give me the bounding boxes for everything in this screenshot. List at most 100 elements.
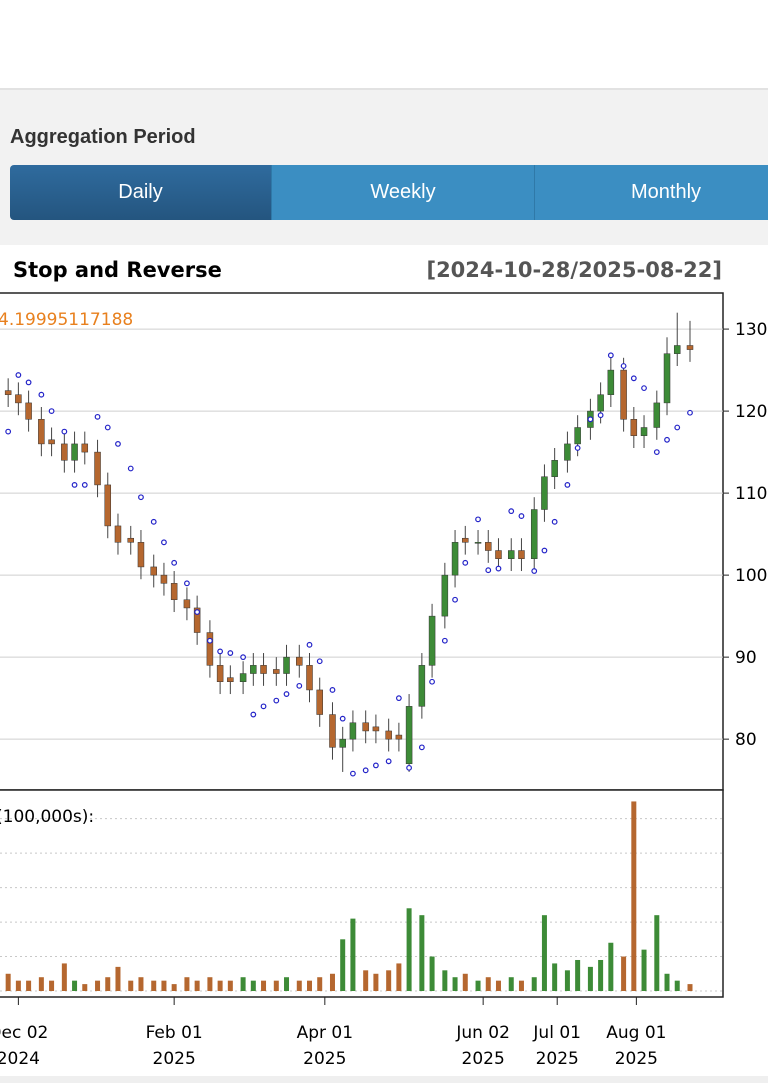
chart-subtitle: [2024-10-28/2025-08-22] (426, 258, 722, 282)
period-button[interactable]: Weekly (272, 165, 535, 220)
candle-body (170, 583, 178, 600)
volume-bar (15, 980, 21, 991)
volume-panel (0, 789, 724, 998)
aggregation-label: Aggregation Period (10, 126, 196, 148)
candle-body (362, 722, 369, 732)
volume-bar (194, 980, 200, 991)
sar-point (620, 363, 627, 369)
candle-body (451, 542, 459, 576)
sar-point (587, 416, 594, 423)
y-tick-label: 110 (735, 484, 767, 504)
sar-point (5, 428, 12, 435)
sar-point (495, 565, 502, 572)
volume-bar (38, 977, 44, 991)
volume-bar (340, 939, 346, 991)
volume-bar (363, 970, 369, 991)
volume-bar (475, 980, 481, 991)
candle-body (485, 542, 492, 551)
candle-body (372, 726, 380, 732)
sar-point (475, 516, 481, 523)
sar-point (171, 559, 178, 566)
volume-bar (184, 977, 190, 991)
volume-bar (419, 915, 425, 991)
sar-point (674, 424, 681, 431)
x-tick-label: Jun 02 2025 (456, 1023, 510, 1069)
candle-body (137, 542, 145, 568)
volume-bar (82, 984, 88, 991)
sar-point (240, 654, 247, 661)
volume-bar (631, 801, 637, 991)
sar-point (316, 658, 323, 665)
volume-bar (161, 980, 167, 991)
sar-point (227, 650, 234, 656)
candle-body (339, 738, 346, 748)
candle-body (250, 665, 257, 674)
volume-bar (575, 959, 581, 991)
x-tick-label: Dec 02 2024 (0, 1023, 49, 1069)
y-tick-label: 90 (735, 648, 757, 668)
volume-bar (115, 966, 121, 991)
volume-bar (217, 980, 223, 991)
volume-bar (552, 963, 558, 991)
candle-body (239, 673, 247, 682)
sar-point (630, 375, 637, 382)
period-button[interactable]: Daily (10, 165, 272, 220)
volume-bar (296, 980, 302, 991)
sar-point (25, 379, 32, 386)
volume-bar (462, 973, 468, 991)
price-panel (0, 292, 724, 791)
volume-bar (284, 977, 290, 991)
sar-point (207, 637, 213, 644)
chart: Stop and Reverse [2024-10-28/2025-08-22]… (0, 258, 767, 1005)
volume-bar (531, 977, 537, 991)
candle-body (127, 537, 134, 543)
candle-body (216, 665, 224, 682)
volume-bar (621, 956, 627, 991)
candle-body (4, 390, 12, 395)
volume-bar (151, 980, 157, 991)
candle-body (38, 419, 45, 445)
volume-bar (72, 980, 78, 991)
sar-point (551, 518, 558, 525)
sar-point (161, 539, 167, 546)
volume-bar (350, 918, 356, 991)
volume-bar (227, 980, 233, 991)
candle-body (640, 427, 648, 436)
sar-point (462, 559, 469, 566)
control-panel: Aggregation Period Daily Weekly Monthly (0, 90, 768, 245)
candle-body (620, 369, 627, 420)
sar-point (184, 580, 190, 587)
sar-point (452, 596, 458, 603)
sar-point (372, 762, 379, 769)
volume-bar (687, 984, 693, 991)
candle-body (564, 443, 571, 461)
candle-body (193, 607, 201, 633)
candle-body (183, 599, 191, 609)
candle-body (474, 542, 482, 544)
volume-bar (207, 977, 213, 991)
candle-body (296, 656, 303, 666)
sar-point (217, 648, 224, 655)
volume-bar (608, 942, 614, 991)
y-tick-label: 130 (735, 320, 767, 340)
volume-bar (273, 980, 279, 991)
volume-bar (406, 908, 412, 991)
sar-point (71, 482, 78, 488)
volume-bar (105, 977, 111, 991)
volume-bar (95, 980, 101, 991)
candle-body (385, 730, 392, 740)
volume-bar (429, 956, 435, 991)
candle-body (160, 574, 168, 584)
volume-bar (373, 973, 379, 991)
candle-body (686, 345, 694, 350)
sar-point (138, 494, 144, 501)
period-button[interactable]: Monthly (535, 165, 768, 220)
x-tick-label: Apr 01 2025 (296, 1023, 354, 1069)
candle-body (441, 574, 449, 617)
candle-body (48, 439, 55, 445)
volume-bar (485, 977, 491, 991)
sar-point (541, 547, 548, 554)
volume-bar (307, 980, 312, 991)
volume-bar (541, 915, 547, 991)
